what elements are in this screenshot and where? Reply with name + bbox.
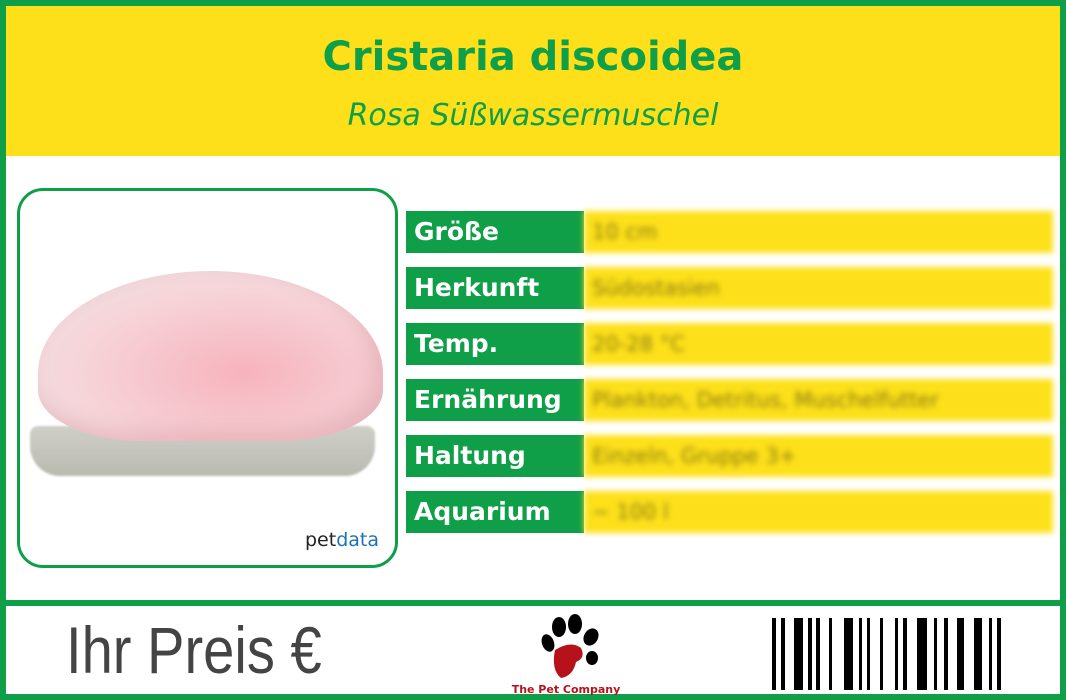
shell-image [38,271,383,441]
fact-value: 20-28 °C [584,323,1053,365]
barcode-bar [957,618,964,690]
fact-row: Aquarium ~ 100 l [406,491,1053,533]
fact-row: Temp. 20-28 °C [406,323,1053,365]
fact-label: Herkunft [406,267,584,309]
barcode-bar [934,618,937,690]
fact-label: Haltung [406,435,584,477]
barcode-bar [989,618,992,690]
barcode-bar [794,618,803,690]
barcode-bar [844,618,853,690]
fact-value: Plankton, Detritus, Muschelfutter [584,379,1053,421]
fact-value: Südostasien [584,267,1053,309]
barcode-bar [880,618,883,690]
barcode-bar [895,618,898,690]
footer-divider [6,600,1060,606]
barcode-bar [867,618,870,690]
fact-value: 10 cm [584,211,1053,253]
barcode-bar [859,618,862,690]
fact-row: Ernährung Plankton, Detritus, Muschelfutt… [406,379,1053,421]
barcode-bar [974,618,982,690]
barcode-bar [944,618,948,690]
fact-row: Herkunft Südostasien [406,267,1053,309]
paw-icon [541,614,599,678]
barcode-bar [781,618,785,690]
fact-label: Größe [406,211,584,253]
price-label: Ihr Preis € [66,613,322,687]
fact-value: Einzeln, Gruppe 3+ [584,435,1053,477]
barcode-bar [808,618,812,690]
header: Cristaria discoidea Rosa Süßwassermusche… [6,6,1060,156]
company-name: The Pet Company [511,683,621,696]
barcode-bar [829,618,832,690]
fact-row: Größe 10 cm [406,211,1053,253]
barcode-bar [997,618,1001,690]
fact-row: Haltung Einzeln, Gruppe 3+ [406,435,1053,477]
species-title: Cristaria discoidea [322,34,744,80]
fact-label: Aquarium [406,491,584,533]
barcode-bar [903,618,907,690]
pet-company-logo: The Pet Company [511,610,621,696]
barcode-bar [816,618,820,690]
barcode [772,618,1001,690]
species-photo: petdata [17,188,398,568]
petdata-logo: petdata [305,529,379,551]
common-name: Rosa Süßwassermuschel [347,98,719,133]
fact-value: ~ 100 l [584,491,1053,533]
fact-label: Ernährung [406,379,584,421]
fact-label: Temp. [406,323,584,365]
barcode-bar [772,618,776,690]
barcode-bar [917,618,927,690]
